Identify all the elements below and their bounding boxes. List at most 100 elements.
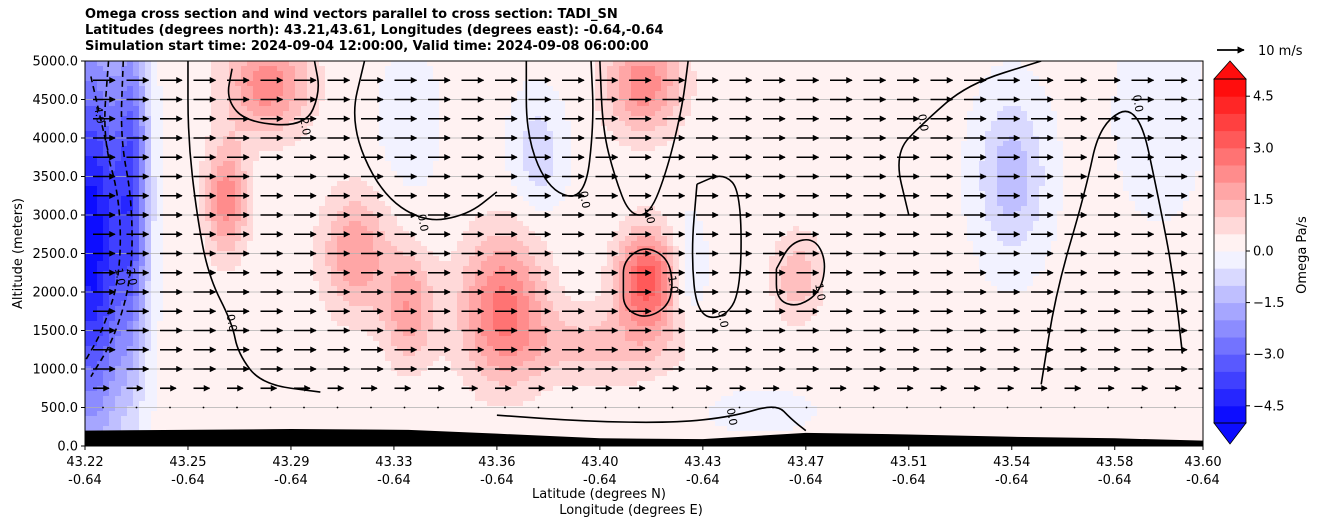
heat-cell [451,311,458,317]
heat-cell [319,226,326,232]
heat-cell [151,326,158,332]
heat-cell [283,396,290,402]
heat-cell [283,186,290,192]
heat-cell [373,281,380,287]
heat-cell [433,296,440,302]
heat-cell [457,81,464,87]
heat-cell [451,421,458,427]
heat-cell [313,111,320,117]
heat-cell [445,381,452,387]
heat-cell [283,71,290,77]
heat-cell [451,376,458,382]
heat-cell [361,206,368,212]
heat-cell [253,376,260,382]
heat-cell [193,71,200,77]
heat-cell [445,201,452,207]
heat-cell [367,141,374,147]
heat-cell [451,231,458,237]
heat-cell [337,211,344,217]
heat-cell [187,111,194,117]
heat-cell [277,336,284,342]
heat-cell [175,401,182,407]
heat-cell [433,166,440,172]
heat-cell [91,311,98,317]
heat-cell [271,321,278,327]
heat-cell [391,76,398,82]
heat-cell [103,276,110,282]
heat-cell [229,121,236,127]
heat-cell [463,401,470,407]
heat-cell [127,186,134,192]
heat-cell [385,176,392,182]
heat-cell [199,256,206,262]
heat-cell [247,171,254,177]
heat-cell [199,126,206,132]
heat-cell [307,401,314,407]
heat-cell [199,156,206,162]
heat-cell [403,196,410,202]
heat-cell [397,421,404,427]
heat-cell [187,361,194,367]
heat-cell [379,206,386,212]
heat-cell [253,76,260,82]
heat-cell [271,186,278,192]
heat-cell [445,206,452,212]
heat-cell [205,411,212,417]
heat-cell [85,271,92,277]
heat-cell [427,311,434,317]
heat-cell [127,196,134,202]
heat-cell [193,326,200,332]
heat-cell [139,76,146,82]
heat-cell [349,381,356,387]
heat-cell [139,356,146,362]
heat-cell [115,291,122,297]
heat-cell [169,66,176,72]
heat-cell [325,161,332,167]
heat-cell [385,71,392,77]
heat-cell [313,101,320,107]
heat-cell [439,411,446,417]
heat-cell [445,391,452,397]
heat-cell [391,271,398,277]
heat-cell [121,421,128,427]
heat-cell [379,406,386,412]
heat-cell [181,141,188,147]
heat-cell [229,391,236,397]
heat-cell [175,336,182,342]
heat-cell [391,86,398,92]
heat-cell [127,346,134,352]
heat-cell [457,66,464,72]
heat-cell [115,141,122,147]
heat-cell [115,331,122,337]
heat-cell [439,316,446,322]
heat-cell [163,426,170,432]
heat-cell [259,276,266,282]
heat-cell [223,276,230,282]
heat-cell [307,66,314,72]
heat-cell [343,146,350,152]
heat-cell [247,141,254,147]
heat-cell [379,81,386,87]
heat-cell [451,291,458,297]
heat-cell [127,381,134,387]
heat-cell [181,151,188,157]
heat-cell [97,246,104,252]
heat-cell [127,426,134,432]
heat-cell [127,356,134,362]
heat-cell [367,296,374,302]
heat-cell [277,146,284,152]
heat-cell [433,276,440,282]
heat-cell [217,321,224,327]
heat-cell [157,186,164,192]
heat-cell [193,361,200,367]
heat-cell [91,221,98,227]
heat-cell [133,356,140,362]
heat-cell [217,381,224,387]
heat-cell [253,341,260,347]
heat-cell [403,311,410,317]
heat-cell [271,86,278,92]
heat-cell [367,226,374,232]
heat-cell [409,411,416,417]
heat-cell [349,186,356,192]
heat-cell [409,91,416,97]
